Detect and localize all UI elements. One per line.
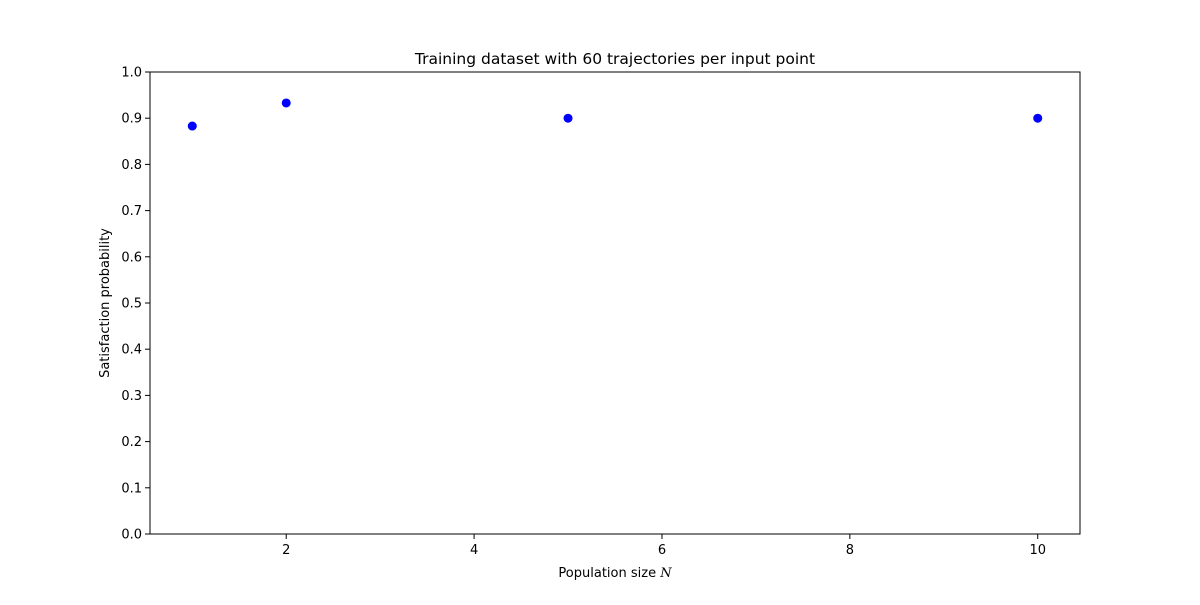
x-axis-label: Population size N <box>558 566 672 581</box>
y-axis-ticks: 0.0 0.1 0.2 0.3 0.4 0.5 0.6 0.7 0.8 0.9 1.0 <box>121 66 150 543</box>
x-axis-label-text: Population size <box>558 566 656 581</box>
chart-title: Training dataset with 60 trajectories pe… <box>414 50 815 68</box>
x-axis-ticks: 2 4 6 8 10 <box>282 534 1046 558</box>
y-tick-label: 0.4 <box>121 343 142 358</box>
y-tick-label: 0.3 <box>121 389 142 404</box>
y-tick-label: 0.7 <box>121 204 142 219</box>
y-tick-label: 1.0 <box>121 66 142 81</box>
x-tick-label: 2 <box>282 543 290 558</box>
data-points <box>187 98 1043 131</box>
data-point <box>187 121 197 131</box>
x-tick-label: 10 <box>1029 543 1046 558</box>
y-tick-label: 0.2 <box>121 435 142 450</box>
y-tick-label: 0.6 <box>121 250 142 265</box>
x-tick-label: 4 <box>470 543 478 558</box>
x-tick-label: 6 <box>658 543 666 558</box>
data-point <box>563 113 573 123</box>
data-point <box>281 98 291 108</box>
x-axis-label-variable: N <box>659 566 672 581</box>
data-point <box>1033 113 1043 123</box>
y-tick-label: 0.9 <box>121 112 142 127</box>
y-tick-label: 0.0 <box>121 528 142 543</box>
plot-area-frame <box>149 71 1081 535</box>
x-tick-label: 8 <box>846 543 854 558</box>
y-tick-label: 0.5 <box>121 297 142 312</box>
y-axis-label: Satisfaction probability <box>98 228 113 378</box>
y-tick-label: 0.1 <box>121 481 142 496</box>
y-tick-label: 0.8 <box>121 158 142 173</box>
